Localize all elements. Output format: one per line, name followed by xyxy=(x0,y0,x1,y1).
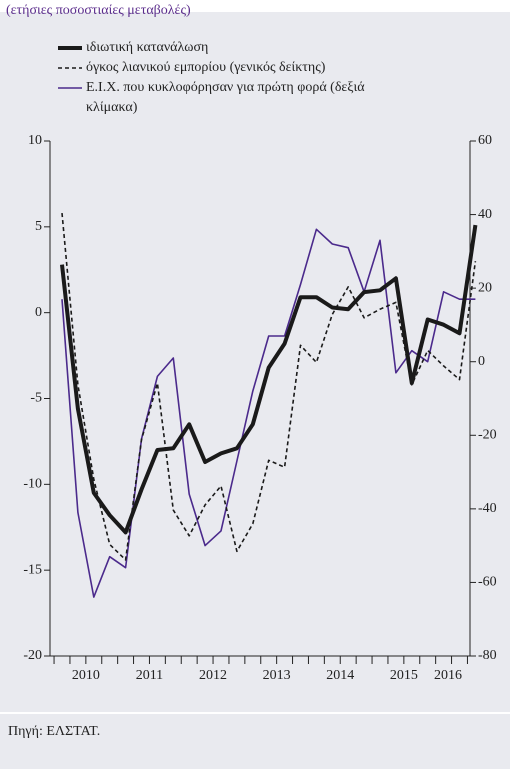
x-tick-label: 2010 xyxy=(72,668,100,683)
x-tick-label: 2014 xyxy=(326,668,354,683)
y2-tick-label: 60 xyxy=(478,133,492,148)
x-tick-label: 2012 xyxy=(199,668,227,683)
y2-tick-label: -40 xyxy=(478,501,497,516)
y2-tick-label: 40 xyxy=(478,207,492,222)
y-tick-label: 5 xyxy=(35,219,42,234)
panel: (ετήσιες ποσοστιαίες μεταβολές) ιδιωτική… xyxy=(0,3,510,769)
x-tick-label: 2011 xyxy=(136,668,163,683)
divider xyxy=(0,712,510,714)
y2-tick-label: 0 xyxy=(478,354,485,369)
chart: -20 -15 -10 -5 0 5 10 -80 -60 -40 -20 0 20 40 60 2010 20… xyxy=(23,133,497,683)
series-line xyxy=(61,213,477,561)
legend: ιδιωτική κατανάλωση όγκος λιανικού εμπορί… xyxy=(58,38,458,118)
x-tick-label: 2015 xyxy=(390,668,418,683)
y-tick-label: -5 xyxy=(30,391,42,406)
x-tick-label: 2016 xyxy=(434,668,462,683)
legend-item: Ε.Ι.Χ. που κυκλοφόρησαν για πρώτη φορά (… xyxy=(58,78,458,118)
legend-label: Ε.Ι.Χ. που κυκλοφόρησαν για πρώτη φορά (… xyxy=(86,80,365,115)
legend-item: ιδιωτική κατανάλωση xyxy=(58,38,458,58)
series-line xyxy=(60,224,478,535)
y2-tick-label: -80 xyxy=(478,648,497,663)
y2-tick-label: -20 xyxy=(478,428,497,443)
y2-tick-label: 20 xyxy=(478,280,492,295)
subtitle: (ετήσιες ποσοστιαίες μεταβολές) xyxy=(6,3,191,18)
legend-label: όγκος λιανικού εμπορίου (γενικός δείκτης… xyxy=(86,60,326,75)
y-tick-label: 10 xyxy=(28,133,42,148)
legend-swatch xyxy=(58,67,82,69)
x-tick-label: 2013 xyxy=(263,668,291,683)
y-tick-label: -15 xyxy=(23,562,42,577)
y-tick-label: -10 xyxy=(23,477,42,492)
source: Πηγή: ΕΛΣΤΑΤ. xyxy=(8,724,101,739)
y2-tick-label: -60 xyxy=(478,575,497,590)
series-line xyxy=(61,228,476,598)
y-tick-label: 0 xyxy=(35,305,42,320)
legend-label: ιδιωτική κατανάλωση xyxy=(86,40,209,55)
legend-item: όγκος λιανικού εμπορίου (γενικός δείκτης… xyxy=(58,58,458,78)
legend-swatch xyxy=(58,46,82,50)
y-tick-label: -20 xyxy=(23,648,42,663)
legend-swatch xyxy=(58,87,82,89)
